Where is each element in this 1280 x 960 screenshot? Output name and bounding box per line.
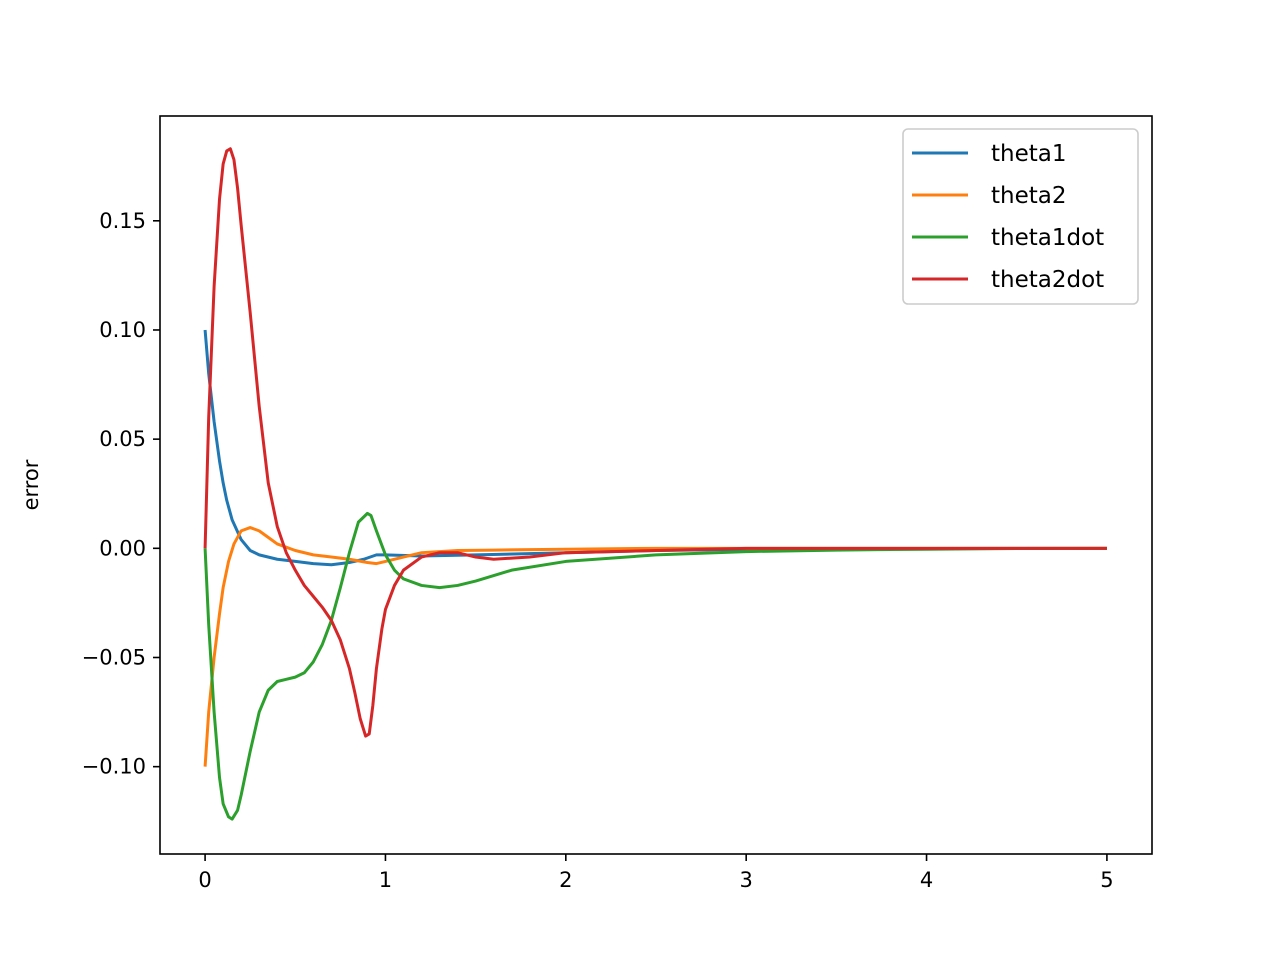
x-tick-label: 5 [1100, 868, 1113, 892]
y-tick-label: −0.10 [82, 755, 146, 779]
series-line-theta2 [203, 526, 1107, 767]
legend-label-theta1: theta1 [991, 141, 1067, 167]
series-line-theta2dot [203, 147, 1107, 738]
series-line-theta1dot [203, 511, 1107, 821]
x-tick-label: 0 [198, 868, 211, 892]
y-tick-label: 0.10 [99, 318, 146, 342]
legend-label-theta1dot: theta1dot [991, 225, 1104, 251]
series-layer [203, 147, 1107, 821]
legend-label-theta2dot: theta2dot [991, 267, 1104, 293]
y-tick-label: 0.15 [99, 209, 146, 233]
y-tick-label: 0.00 [99, 536, 146, 560]
y-axis: −0.10 −0.05 0.00 0.05 0.10 0.15 [82, 209, 160, 779]
legend-box [902, 128, 1139, 305]
x-axis: 0 1 2 3 4 5 [198, 854, 1114, 892]
x-tick-label: 1 [379, 868, 392, 892]
y-tick-label: 0.05 [99, 427, 146, 451]
y-axis-label: error [19, 459, 43, 510]
legend-label-theta2: theta2 [991, 183, 1067, 209]
plot-frame [159, 115, 1153, 855]
legend: theta1 theta2 theta1dot theta2dot [902, 128, 1139, 305]
x-tick-label: 2 [559, 868, 572, 892]
x-tick-label: 3 [739, 868, 752, 892]
x-tick-label: 4 [920, 868, 933, 892]
y-tick-label: −0.05 [82, 645, 146, 669]
